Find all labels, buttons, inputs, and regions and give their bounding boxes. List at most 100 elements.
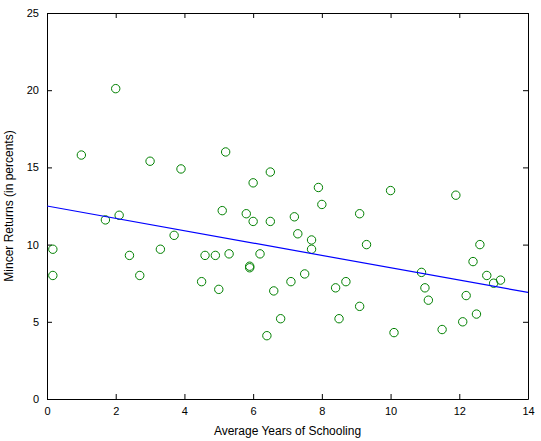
tick: 4: [182, 394, 188, 417]
point: [256, 250, 264, 258]
point: [177, 165, 185, 173]
point: [77, 151, 85, 159]
tick: 10: [385, 394, 397, 417]
plot: 024681012140510152025: [27, 7, 535, 417]
tick-mark: [391, 13, 392, 18]
tick: [523, 90, 528, 91]
tick: [184, 13, 185, 18]
tick-label: 20: [27, 84, 39, 96]
y-axis-right: [523, 14, 529, 400]
point: [421, 284, 429, 292]
tick: [523, 13, 528, 14]
tick: [253, 13, 254, 18]
point: [300, 270, 308, 278]
point: [472, 310, 480, 318]
tick-label: 0: [44, 405, 50, 417]
tick-mark: [523, 167, 528, 168]
point: [390, 328, 398, 336]
plot-background: [47, 13, 528, 399]
point: [496, 276, 504, 284]
tick-mark: [184, 13, 185, 18]
point: [215, 285, 223, 293]
point: [307, 245, 315, 253]
tick-mark: [47, 167, 52, 168]
tick-label: 15: [27, 161, 39, 173]
point: [276, 315, 284, 323]
tick: [459, 13, 460, 18]
point: [136, 271, 144, 279]
tick: [116, 13, 117, 18]
tick: [523, 322, 528, 323]
tick-mark: [459, 394, 460, 399]
point: [362, 240, 370, 248]
point: [218, 206, 226, 214]
tick-mark: [47, 399, 52, 400]
tick-mark: [523, 399, 528, 400]
tick: 8: [319, 394, 325, 417]
tick: 6: [251, 394, 257, 417]
x-axis-top: [48, 13, 529, 18]
point: [49, 271, 57, 279]
point: [342, 277, 350, 285]
point: [318, 200, 326, 208]
point: [314, 183, 322, 191]
point: [452, 191, 460, 199]
point: [331, 284, 339, 292]
tick-mark: [523, 245, 528, 246]
point: [197, 277, 205, 285]
tick-mark: [322, 394, 323, 399]
tick: 15: [27, 161, 52, 173]
tick-label: 0: [33, 393, 39, 405]
point: [146, 157, 154, 165]
point: [335, 315, 343, 323]
tick-label: 14: [522, 405, 534, 417]
tick-mark: [253, 13, 254, 18]
tick: 5: [33, 316, 52, 328]
fit-line: [47, 206, 528, 292]
marks: [47, 84, 528, 339]
tick-label: 10: [385, 405, 397, 417]
tick-mark: [523, 90, 528, 91]
tick: [523, 245, 528, 246]
point: [270, 287, 278, 295]
x-axis-title: Average Years of Schooling: [214, 424, 361, 438]
point: [125, 251, 133, 259]
tick: [322, 13, 323, 18]
tick-mark: [184, 394, 185, 399]
tick-label: 8: [319, 405, 325, 417]
tick: [523, 167, 528, 168]
tick-label: 5: [33, 316, 39, 328]
tick-mark: [47, 322, 52, 323]
point: [112, 84, 120, 92]
point: [225, 250, 233, 258]
tick-mark: [391, 394, 392, 399]
tick-label: 6: [251, 405, 257, 417]
point: [170, 231, 178, 239]
point: [438, 325, 446, 333]
point: [424, 296, 432, 304]
tick-mark: [116, 13, 117, 18]
point: [263, 331, 271, 339]
point: [483, 271, 491, 279]
x-axis: 02468101214: [44, 394, 534, 417]
tick-label: 2: [113, 405, 119, 417]
tick-mark: [116, 394, 117, 399]
tick-mark: [459, 13, 460, 18]
tick-mark: [47, 90, 52, 91]
point: [266, 217, 274, 225]
point: [294, 230, 302, 238]
point: [221, 148, 229, 156]
point: [156, 245, 164, 253]
tick: 2: [113, 394, 119, 417]
tick: [391, 13, 392, 18]
point: [266, 168, 274, 176]
axis-line: [528, 14, 529, 400]
point: [249, 217, 257, 225]
tick-mark: [322, 13, 323, 18]
tick-mark: [523, 322, 528, 323]
point: [287, 277, 295, 285]
tick: 20: [27, 84, 52, 96]
tick-mark: [523, 13, 528, 14]
tick-label: 25: [27, 7, 39, 19]
point: [462, 291, 470, 299]
